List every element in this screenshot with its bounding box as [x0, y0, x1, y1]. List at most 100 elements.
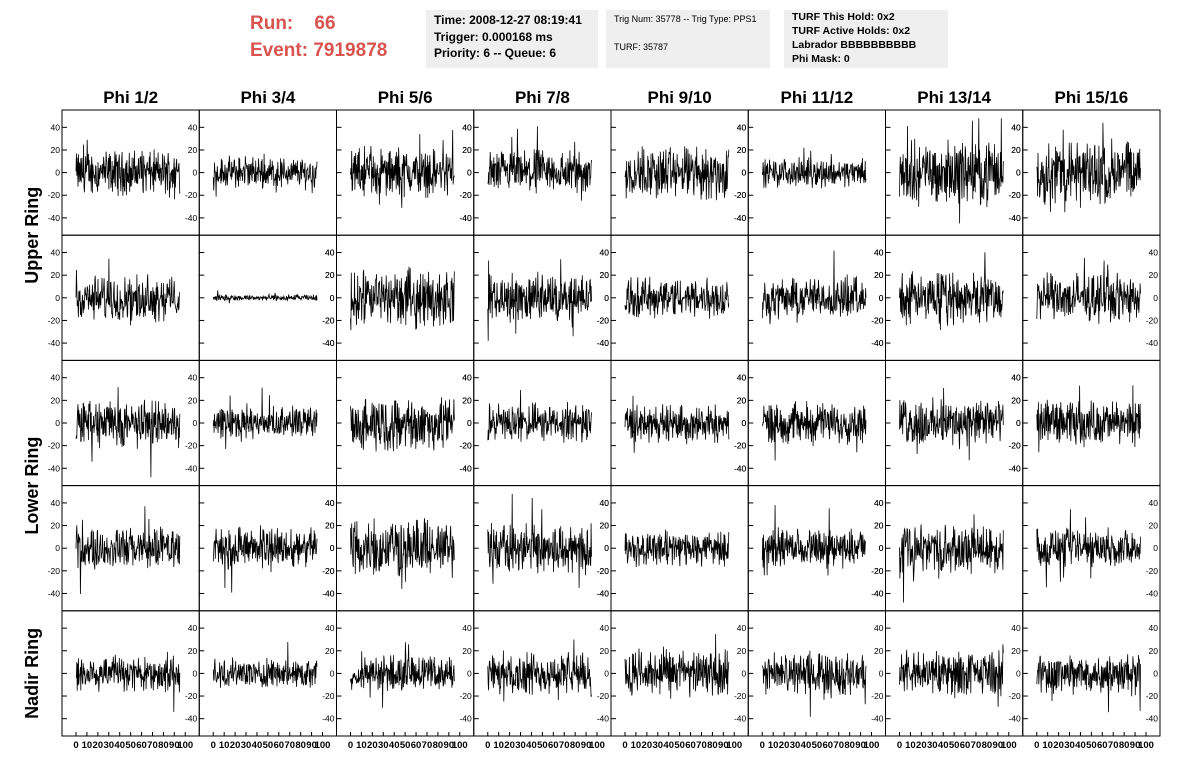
- x-tick-label: 70: [833, 740, 844, 751]
- column-header: Phi 9/10: [647, 88, 711, 107]
- waveform-trace: [899, 644, 1004, 707]
- y-tick-label: -20: [322, 691, 335, 701]
- waveform-trace: [212, 525, 318, 593]
- x-tick-label: 70: [971, 740, 982, 751]
- y-tick-label: 0: [879, 543, 884, 553]
- y-tick-label: 40: [1149, 248, 1159, 258]
- y-tick-label: -20: [1008, 441, 1021, 451]
- y-tick-label: -40: [597, 338, 610, 348]
- y-tick-label: 0: [193, 168, 198, 178]
- x-tick-label: 90: [993, 740, 1004, 751]
- waveform-trace: [350, 642, 455, 708]
- y-tick-label: 0: [467, 418, 472, 428]
- waveform-trace: [350, 129, 455, 208]
- y-tick-label: 20: [1011, 145, 1021, 155]
- y-tick-label: 20: [1011, 395, 1021, 405]
- x-tick-label: 20: [779, 740, 790, 751]
- y-tick-label: -40: [322, 714, 335, 724]
- y-tick-label: 20: [462, 395, 472, 405]
- waveform-trace: [487, 493, 592, 588]
- y-tick-label: -20: [185, 691, 198, 701]
- x-tick-label: 0: [73, 740, 78, 751]
- waveform-trace: [350, 266, 455, 331]
- turf-info-box: TURF This Hold: 0x2 TURF Active Holds: 0…: [784, 10, 948, 68]
- y-tick-label: -20: [871, 315, 884, 325]
- x-tick-label: 0: [211, 740, 216, 751]
- waveform-trace: [899, 118, 1004, 224]
- y-tick-label: 20: [737, 395, 747, 405]
- waveform-trace: [624, 146, 730, 201]
- y-tick-label: 0: [879, 668, 884, 678]
- x-tick-label: 100: [1138, 740, 1154, 751]
- y-tick-label: -40: [48, 463, 61, 473]
- x-tick-label: 0: [1034, 740, 1039, 751]
- x-tick-label: 100: [315, 740, 331, 751]
- y-tick-label: -40: [322, 588, 335, 598]
- x-tick-label: 50: [400, 740, 411, 751]
- y-tick-label: 20: [1011, 646, 1021, 656]
- x-tick-label: 0: [348, 740, 353, 751]
- y-tick-label: -40: [871, 338, 884, 348]
- y-tick-label: 40: [51, 498, 61, 508]
- y-tick-label: -40: [734, 213, 747, 223]
- x-tick-label: 10: [631, 740, 642, 751]
- waveform-trace: [761, 250, 867, 325]
- y-tick-label: -20: [734, 441, 747, 451]
- y-tick-label: -20: [1008, 190, 1021, 200]
- trig-num-line: Trig Num: 35778 -- Trig Type: PPS1: [614, 14, 757, 24]
- y-tick-label: 40: [1149, 623, 1159, 633]
- x-tick-label: 20: [642, 740, 653, 751]
- y-tick-label: 20: [1011, 145, 1021, 155]
- y-tick-label: 0: [1016, 418, 1021, 428]
- event-line: Event: 7919878: [250, 37, 387, 64]
- y-tick-label: -40: [597, 588, 610, 598]
- y-tick-label: 20: [737, 145, 747, 155]
- y-tick-label: 40: [737, 373, 747, 383]
- column-header: Phi 11/12: [780, 88, 853, 107]
- y-tick-label: -20: [597, 566, 610, 576]
- x-tick-label: 30: [515, 740, 526, 751]
- x-tick-label: 80: [295, 740, 306, 751]
- y-tick-label: 20: [51, 145, 61, 155]
- y-tick-label: -40: [871, 588, 884, 598]
- x-tick-label: 80: [158, 740, 169, 751]
- panel-frame: [747, 610, 886, 737]
- x-tick-label: 60: [411, 740, 422, 751]
- x-tick-label: 90: [581, 740, 592, 751]
- y-tick-label: -20: [48, 190, 61, 200]
- x-tick-label: 10: [905, 740, 916, 751]
- x-tick-label: 100: [452, 740, 468, 751]
- x-tick-label: 20: [93, 740, 104, 751]
- waveform-trace: [75, 651, 181, 712]
- y-tick-label: 40: [325, 248, 335, 258]
- y-tick-label: 0: [1016, 168, 1021, 178]
- x-tick-label: 60: [274, 740, 285, 751]
- x-tick-label: 30: [1064, 740, 1075, 751]
- y-tick-label: -20: [871, 691, 884, 701]
- x-tick-label: 30: [927, 740, 938, 751]
- y-tick-label: 40: [462, 623, 472, 633]
- x-tick-label: 60: [548, 740, 559, 751]
- waveform-trace: [761, 650, 867, 717]
- y-tick-label: -40: [597, 588, 610, 598]
- y-tick-label: 0: [742, 418, 747, 428]
- y-tick-label: -20: [459, 441, 472, 451]
- y-tick-label: 40: [737, 623, 747, 633]
- x-tick-label: 30: [652, 740, 663, 751]
- y-tick-label: 20: [462, 145, 472, 155]
- y-tick-label: 40: [874, 248, 884, 258]
- y-tick-label: 40: [600, 623, 610, 633]
- x-tick-label: 80: [844, 740, 855, 751]
- x-tick-label: 50: [1086, 740, 1097, 751]
- y-tick-label: 0: [1153, 293, 1158, 303]
- y-tick-label: 20: [874, 270, 884, 280]
- y-tick-label: 40: [462, 373, 472, 383]
- y-tick-label: -20: [597, 315, 610, 325]
- y-tick-label: -40: [1008, 213, 1021, 223]
- y-tick-label: 20: [600, 646, 610, 656]
- x-tick-label: 40: [938, 740, 949, 751]
- y-tick-label: 20: [1011, 395, 1021, 405]
- x-tick-label: 80: [570, 740, 581, 751]
- waveform-trace: [624, 276, 730, 319]
